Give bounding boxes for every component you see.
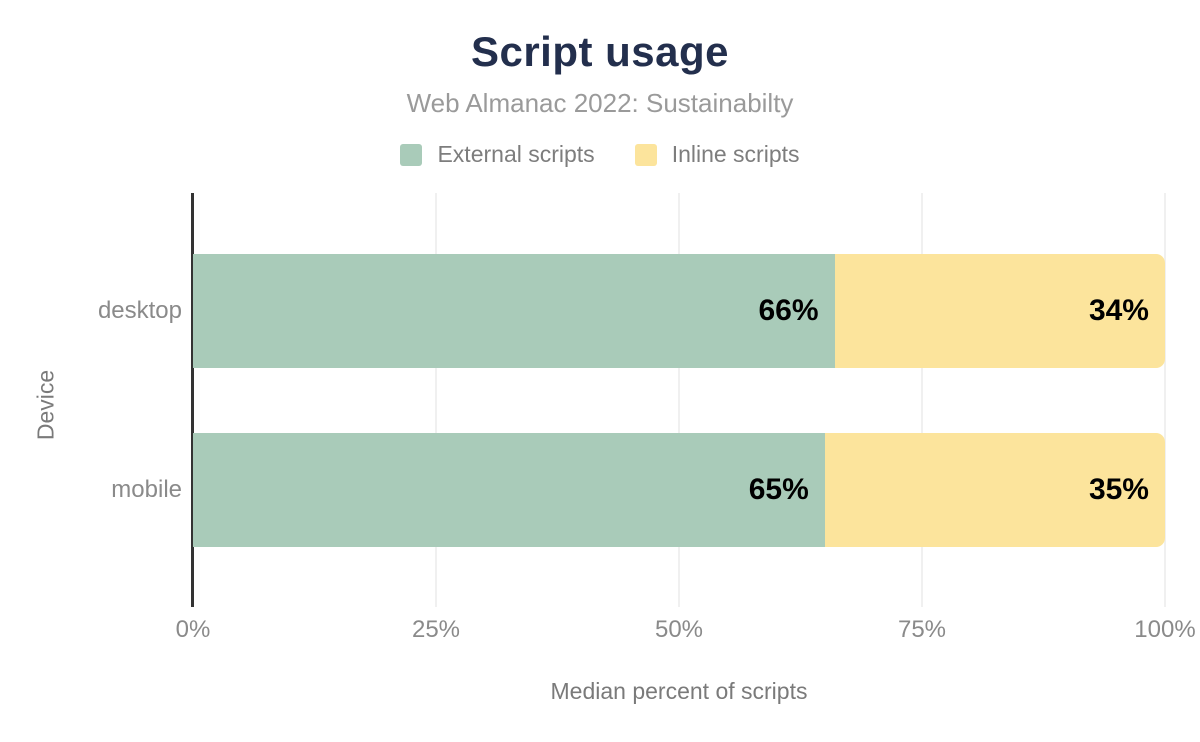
gridline [1164, 193, 1166, 607]
x-tick-label: 75% [897, 616, 947, 643]
legend: External scripts Inline scripts [0, 141, 1200, 168]
bar-segment-mobile-inline-scripts: 35% [824, 433, 1165, 547]
category-label-mobile: mobile [111, 476, 182, 503]
chart-subtitle: Web Almanac 2022: Sustainabilty [406, 88, 794, 118]
bar-segment-mobile-external-scripts: 65% [193, 433, 825, 547]
bar-value-label: 35% [1088, 473, 1149, 506]
chart-title: Script usage [470, 28, 730, 75]
legend-swatch-icon [400, 143, 423, 166]
legend-label: Inline scripts [671, 141, 800, 167]
x-tick-label: 100% [1134, 616, 1196, 643]
gridline [678, 193, 680, 607]
legend-item: External scripts [400, 141, 595, 168]
legend-item: Inline scripts [634, 141, 800, 168]
plot-area: 66% 34% 65% 35% [191, 193, 1166, 607]
x-tick-label: 50% [654, 616, 704, 643]
y-axis-line [191, 193, 194, 607]
bar-row-mobile: 65% 35% [193, 433, 1165, 547]
legend-label: External scripts [437, 141, 595, 167]
bar-value-label: 34% [1088, 294, 1149, 327]
x-axis-title: Median percent of scripts [550, 678, 808, 704]
y-axis-title: Device [32, 369, 59, 441]
bar-segment-desktop-inline-scripts: 34% [834, 254, 1165, 368]
bar-row-desktop: 66% 34% [193, 254, 1165, 368]
legend-swatch-icon [634, 143, 657, 166]
bar-value-label: 65% [748, 473, 809, 506]
x-tick-label: 0% [175, 616, 211, 643]
bar-value-label: 66% [758, 294, 819, 327]
category-label-desktop: desktop [97, 297, 182, 324]
gridline [435, 193, 437, 607]
gridline [921, 193, 923, 607]
bar-segment-desktop-external-scripts: 66% [193, 254, 835, 368]
x-tick-label: 25% [411, 616, 461, 643]
